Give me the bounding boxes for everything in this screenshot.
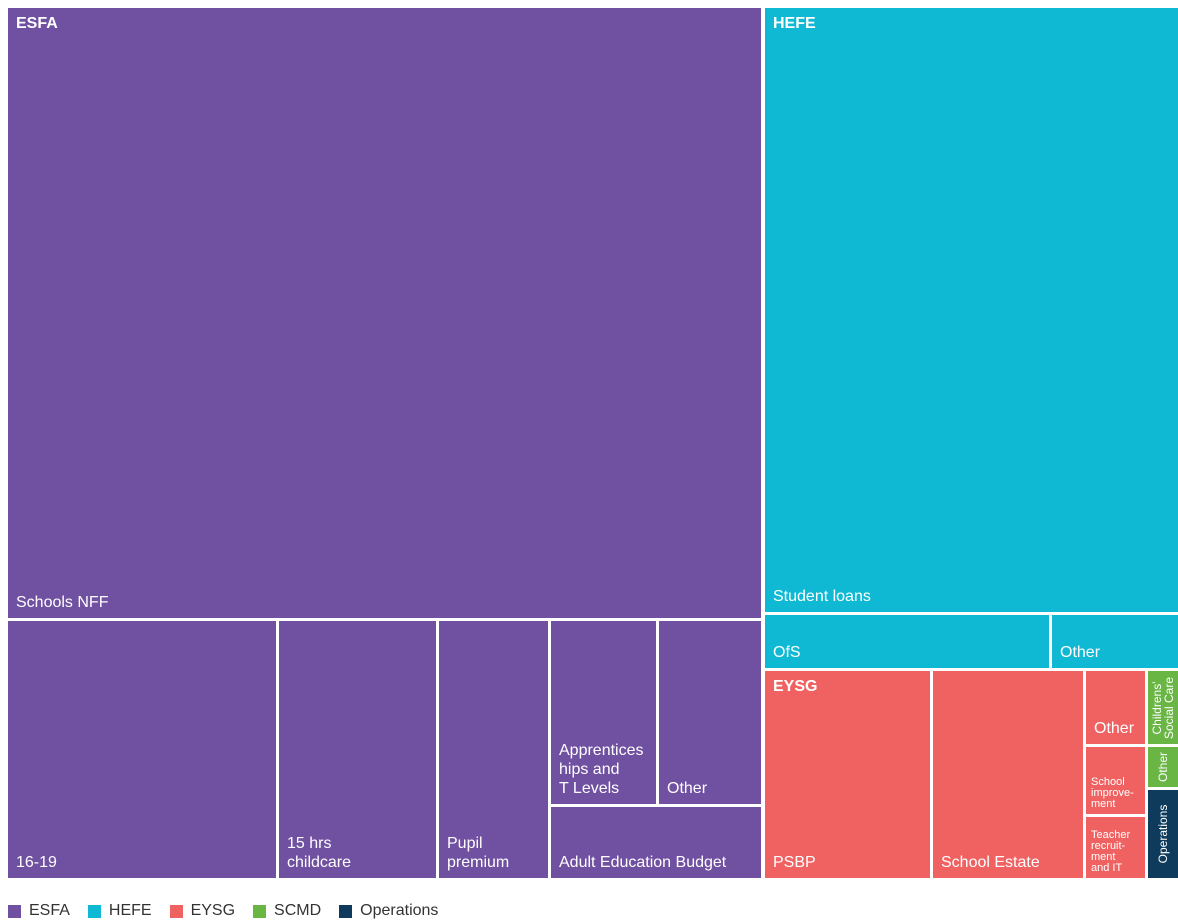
tile-label: 16-19 bbox=[16, 854, 57, 871]
tile-label: Other bbox=[667, 780, 708, 797]
tile-label: OfS bbox=[773, 644, 801, 661]
legend-item-eysg: EYSG bbox=[169, 902, 236, 920]
tile-label: Schools NFF bbox=[16, 594, 109, 611]
tile-label: Other bbox=[1060, 644, 1101, 661]
tile-label: Other bbox=[1156, 751, 1170, 783]
tile-operations: Operations bbox=[1148, 790, 1178, 878]
tile-label: 15 hrs childcare bbox=[287, 835, 352, 871]
legend-item-esfa: ESFA bbox=[8, 902, 70, 920]
tile-label: Apprentices hips and T Levels bbox=[559, 742, 644, 797]
tile-label: School Estate bbox=[941, 854, 1040, 871]
tile-label: Student loans bbox=[773, 588, 871, 605]
legend-label: ESFA bbox=[29, 902, 70, 919]
tile-label: Other bbox=[1094, 720, 1135, 737]
tile-pupil-premium: Pupil premium bbox=[439, 621, 548, 878]
tile-childrens-social-care: Childrens' Social Care bbox=[1148, 671, 1178, 744]
tile-label: Childrens' Social Care bbox=[1150, 676, 1176, 739]
group-label-eysg: EYSG bbox=[773, 678, 818, 695]
tile-label: PSBP bbox=[773, 854, 816, 871]
tile-esfa-other: Other bbox=[659, 621, 761, 804]
tile-school-estate: School Estate bbox=[933, 671, 1083, 878]
tile-eysg-other: Other bbox=[1086, 671, 1145, 744]
tile-apprenticeships: Apprentices hips and T Levels bbox=[551, 621, 656, 804]
legend-label: EYSG bbox=[190, 902, 236, 919]
tile-label: Adult Education Budget bbox=[559, 854, 727, 871]
legend-swatch bbox=[253, 904, 267, 918]
legend-item-operations: Operations bbox=[339, 902, 438, 920]
tile-label: School improve- ment bbox=[1091, 776, 1134, 810]
tile-label: Teacher recruit- ment and IT bbox=[1091, 829, 1131, 874]
tile-scmd-other: Other bbox=[1148, 747, 1178, 787]
legend-label: SCMD bbox=[274, 902, 322, 919]
legend-item-scmd: SCMD bbox=[253, 902, 321, 920]
legend-label: HEFE bbox=[108, 902, 152, 919]
tile-schools-nff: ESFA Schools NFF bbox=[8, 8, 761, 618]
tile-15-hrs-childcare: 15 hrs childcare bbox=[279, 621, 436, 878]
tile-teacher-recruitment: Teacher recruit- ment and IT bbox=[1086, 817, 1145, 878]
legend-swatch bbox=[339, 904, 353, 918]
tile-school-improvement: School improve- ment bbox=[1086, 747, 1145, 814]
legend-swatch bbox=[8, 904, 21, 918]
tile-16-19: 16-19 bbox=[8, 621, 276, 878]
tile-ofs: OfS bbox=[765, 615, 1049, 668]
legend-swatch bbox=[169, 904, 183, 918]
group-label-esfa: ESFA bbox=[16, 15, 58, 32]
tile-label: Pupil premium bbox=[447, 835, 510, 871]
legend-label: Operations bbox=[360, 902, 439, 919]
tile-hefe-other: Other bbox=[1052, 615, 1178, 668]
chart-legend: ESFA HEFE EYSG SCMD Operations bbox=[8, 902, 456, 920]
tile-label: Operations bbox=[1156, 804, 1170, 864]
legend-item-hefe: HEFE bbox=[87, 902, 152, 920]
tile-student-loans: HEFE Student loans bbox=[765, 8, 1178, 612]
legend-swatch bbox=[87, 904, 101, 918]
tile-psbp: EYSG PSBP bbox=[765, 671, 930, 878]
group-label-hefe: HEFE bbox=[773, 15, 816, 32]
tile-adult-education-budget: Adult Education Budget bbox=[551, 807, 761, 878]
